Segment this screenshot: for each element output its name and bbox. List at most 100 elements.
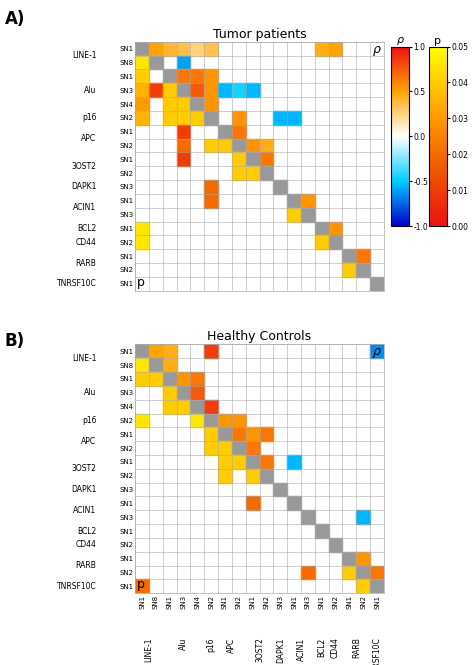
Bar [218, 428, 232, 441]
Text: Alu: Alu [84, 388, 96, 397]
Bar [370, 277, 384, 291]
Bar [176, 152, 191, 166]
Bar [149, 344, 163, 358]
Bar [191, 97, 204, 111]
Text: 3OST2: 3OST2 [255, 638, 264, 662]
Bar [287, 455, 301, 469]
Bar [204, 97, 218, 111]
Bar [135, 414, 149, 428]
Bar [246, 83, 259, 97]
Bar [232, 125, 246, 138]
Bar [204, 180, 218, 194]
Bar [342, 552, 356, 566]
Bar [246, 152, 259, 166]
Title: p: p [435, 36, 441, 46]
Bar [232, 428, 246, 441]
Text: Alu: Alu [84, 86, 96, 94]
Bar [246, 497, 259, 510]
Bar [246, 469, 259, 483]
Bar [149, 83, 163, 97]
Bar [135, 235, 149, 249]
Bar [204, 83, 218, 97]
Bar [301, 510, 315, 524]
Bar [356, 579, 370, 593]
Bar [218, 414, 232, 428]
Bar [135, 358, 149, 372]
Bar [176, 97, 191, 111]
Bar [301, 194, 315, 207]
Text: CD44: CD44 [75, 541, 96, 549]
Bar [370, 566, 384, 579]
Text: TNRSF10C: TNRSF10C [56, 582, 96, 591]
Bar [204, 138, 218, 152]
Bar [370, 344, 384, 358]
Bar [176, 386, 191, 400]
Bar [218, 138, 232, 152]
Bar [315, 235, 328, 249]
Text: $\rho$: $\rho$ [372, 44, 382, 58]
Bar [135, 56, 149, 69]
Title: $\rho$: $\rho$ [396, 35, 404, 47]
Bar [356, 566, 370, 579]
Bar [135, 344, 149, 358]
Bar [204, 69, 218, 83]
Text: 3OST2: 3OST2 [72, 464, 96, 473]
Bar [191, 414, 204, 428]
Bar [232, 83, 246, 97]
Bar [259, 455, 273, 469]
Bar [356, 552, 370, 566]
Text: p: p [137, 275, 145, 289]
Bar [301, 566, 315, 579]
Bar [204, 42, 218, 56]
Text: 3OST2: 3OST2 [72, 162, 96, 171]
Bar [342, 263, 356, 277]
Bar [218, 455, 232, 469]
Bar [287, 497, 301, 510]
Bar [259, 138, 273, 152]
Bar [218, 125, 232, 138]
Bar [315, 221, 328, 235]
Text: CD44: CD44 [331, 638, 340, 658]
Bar [149, 56, 163, 69]
Bar [315, 42, 328, 56]
Text: TNRSF10C: TNRSF10C [56, 279, 96, 288]
Bar [135, 221, 149, 235]
Text: APC: APC [228, 638, 237, 652]
Bar [204, 400, 218, 414]
Bar [328, 221, 342, 235]
Bar [135, 111, 149, 125]
Bar [135, 97, 149, 111]
Text: p16: p16 [207, 638, 216, 652]
Bar [273, 180, 287, 194]
Bar [356, 510, 370, 524]
Bar [287, 194, 301, 207]
Bar [259, 166, 273, 180]
Bar [356, 263, 370, 277]
Bar [246, 428, 259, 441]
Bar [232, 441, 246, 455]
Bar [163, 400, 176, 414]
Bar [176, 372, 191, 386]
Bar [163, 83, 176, 97]
Bar [191, 386, 204, 400]
Text: RARB: RARB [352, 638, 361, 658]
Bar [315, 524, 328, 538]
Bar [176, 138, 191, 152]
Bar [204, 441, 218, 455]
Text: p16: p16 [82, 113, 96, 122]
Bar [259, 152, 273, 166]
Bar [135, 83, 149, 97]
Bar [176, 83, 191, 97]
Text: BCL2: BCL2 [77, 224, 96, 233]
Bar [204, 194, 218, 207]
Bar [135, 579, 149, 593]
Text: RARB: RARB [75, 561, 96, 570]
Text: LINE-1: LINE-1 [145, 638, 154, 662]
Bar [287, 207, 301, 221]
Bar [191, 42, 204, 56]
Text: APC: APC [81, 134, 96, 143]
Bar [342, 566, 356, 579]
Bar [218, 441, 232, 455]
Text: BCL2: BCL2 [317, 638, 326, 657]
Bar [273, 111, 287, 125]
